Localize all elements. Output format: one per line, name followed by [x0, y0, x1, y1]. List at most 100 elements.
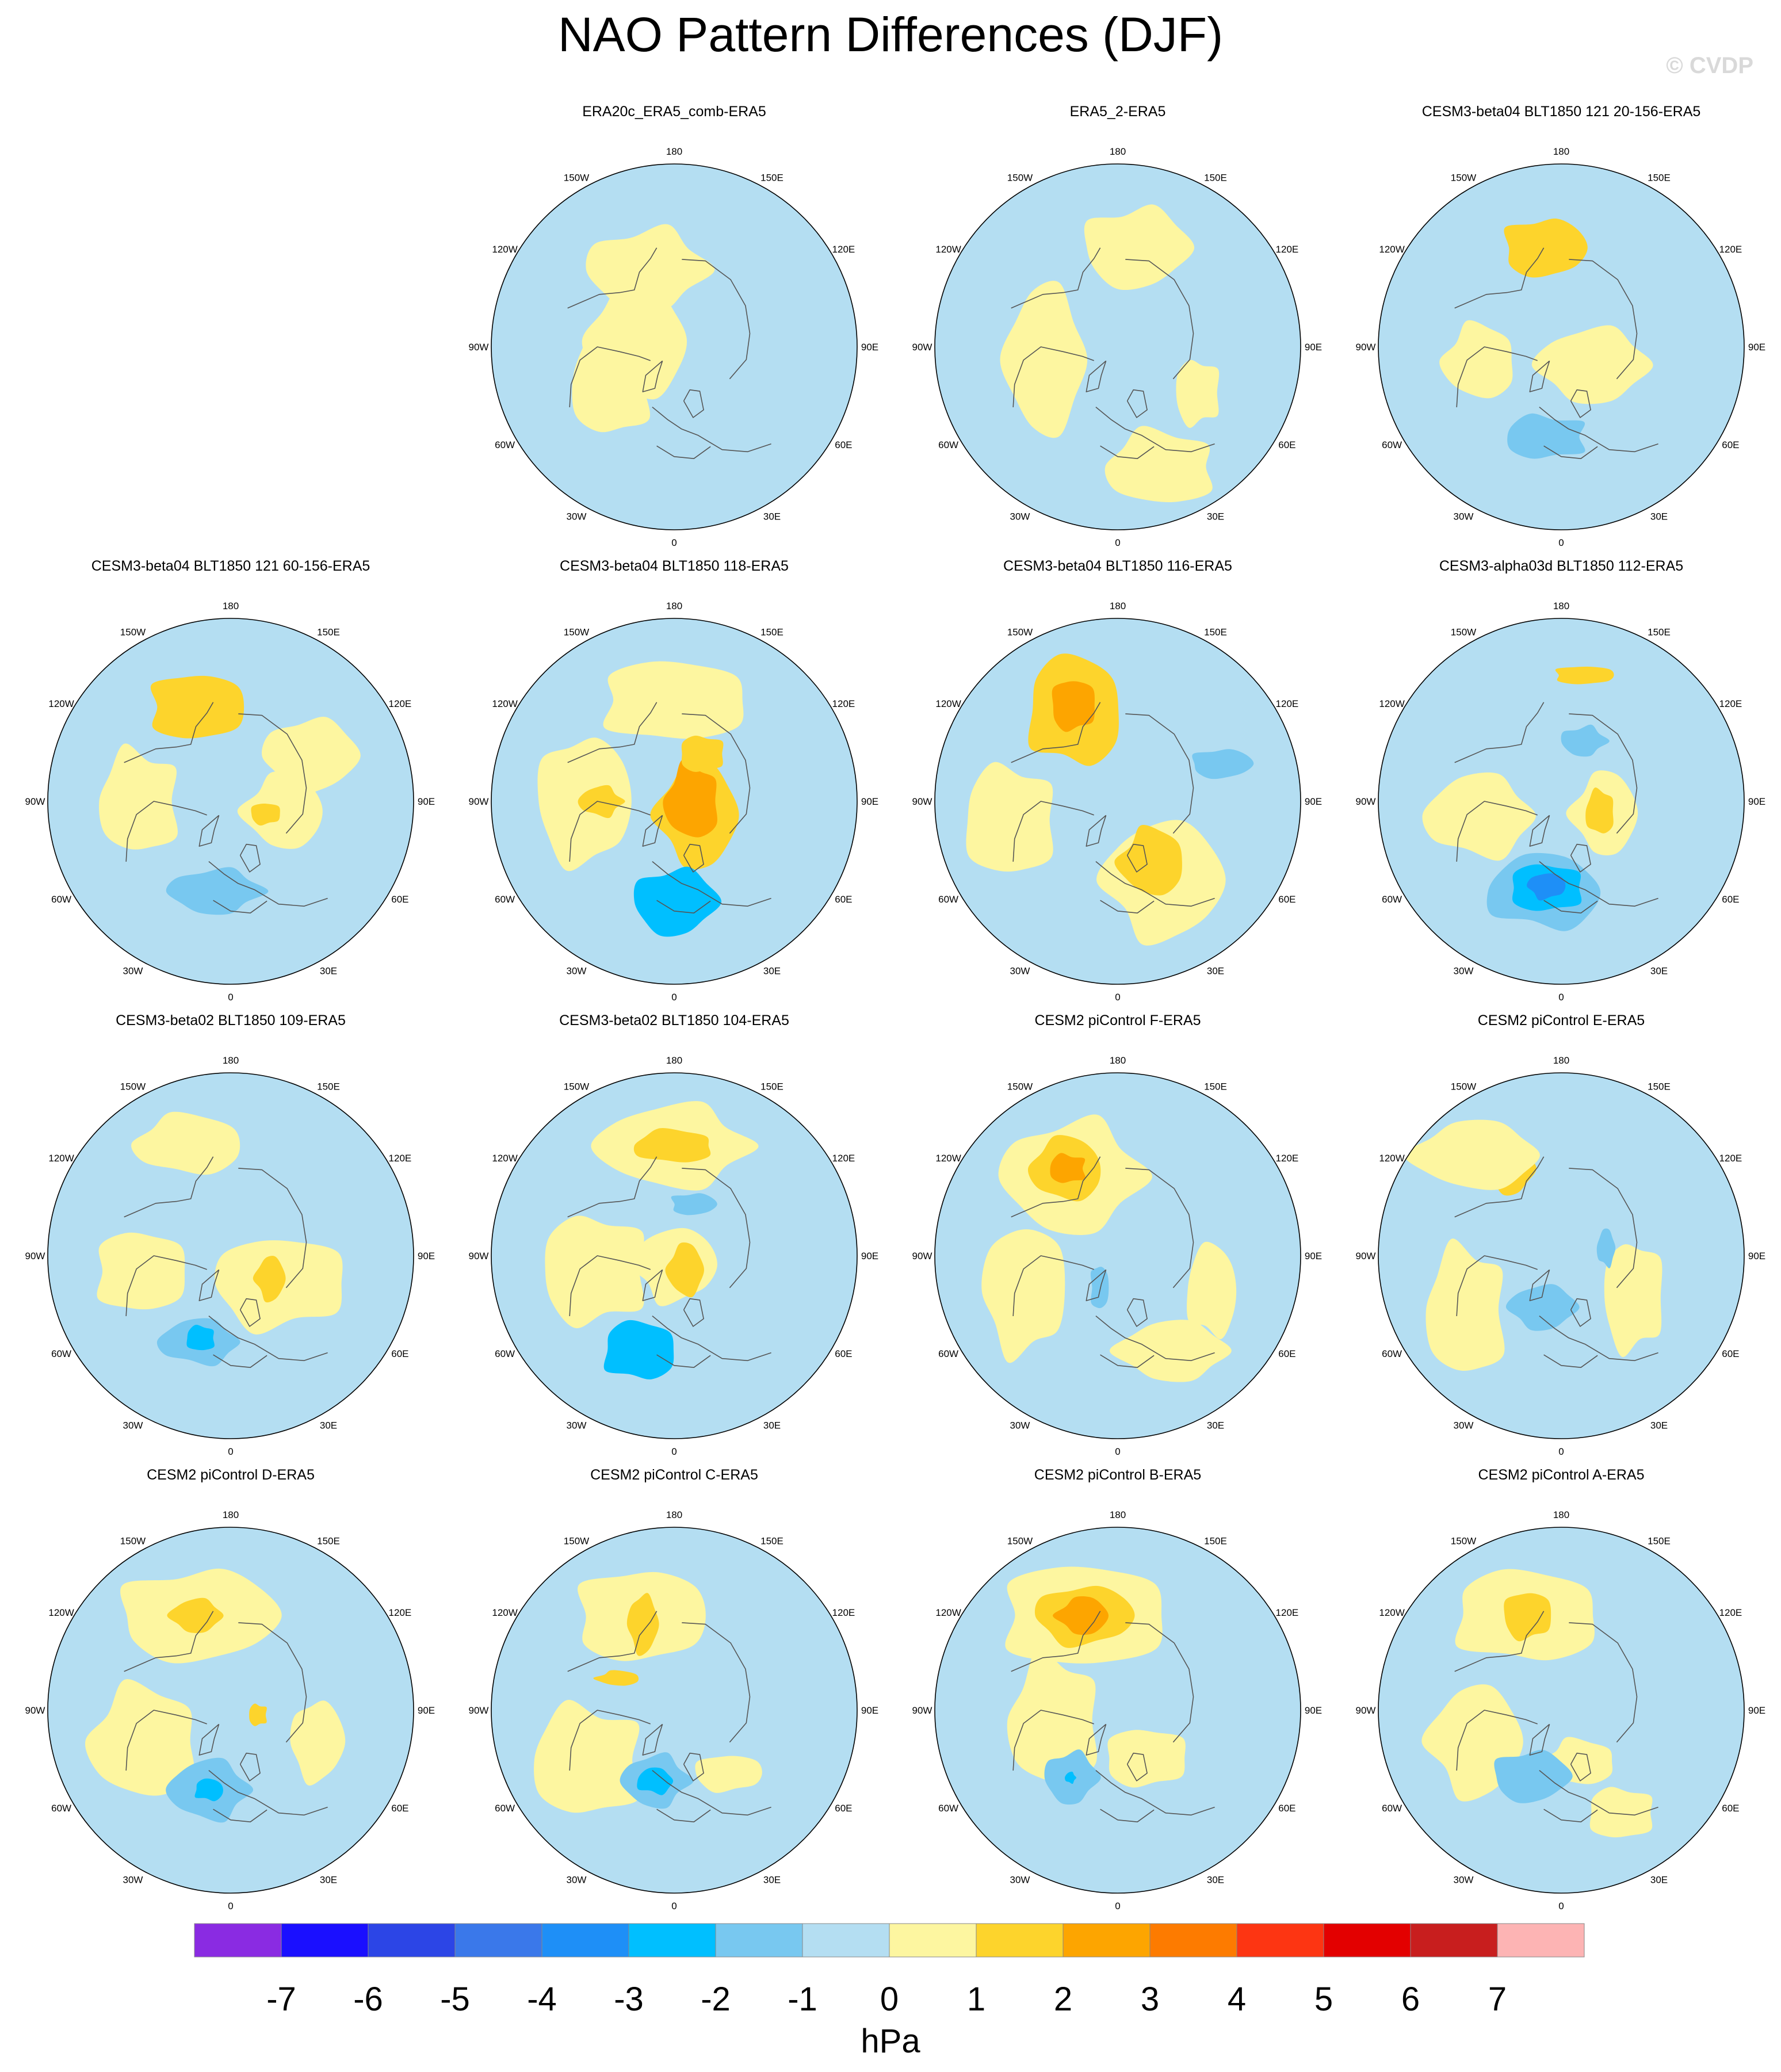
longitude-label: 120W [492, 1607, 517, 1618]
coastline [1126, 1752, 1148, 1782]
coastline [567, 702, 658, 763]
coastline [208, 1769, 328, 1816]
coastline [1570, 1752, 1591, 1782]
contour-region [85, 1679, 194, 1796]
longitude-label: 30E [1207, 1874, 1224, 1885]
contour-region [249, 1703, 267, 1726]
longitude-label: 90E [1748, 1251, 1765, 1261]
coastline [656, 1354, 711, 1368]
coastline [1095, 1315, 1215, 1362]
coastline [238, 1622, 307, 1743]
map-panel: CESM3-beta04 BLT1850 121 20-156-ERA5 180 1… [1339, 104, 1781, 558]
coastline [1570, 1298, 1591, 1327]
longitude-label: 30E [320, 965, 337, 976]
longitude-label: 90W [912, 1705, 932, 1716]
map-panel: CESM2 piControl A-ERA5 180 150E 120E 90E 60E 3… [1339, 1467, 1781, 1921]
coastline [198, 815, 220, 847]
longitude-label: 180 [223, 1055, 239, 1066]
colorbar-tick-label: -2 [701, 1981, 731, 2018]
coastline [652, 1315, 771, 1362]
coastline [198, 1723, 220, 1756]
contour-region [1604, 1244, 1662, 1358]
panel-title: CESM3-alpha03d BLT1850 112-ERA5 [1439, 558, 1684, 574]
longitude-label: 0 [671, 992, 677, 1003]
map-border [1378, 618, 1745, 985]
coastline [642, 815, 663, 847]
longitude-label: 150W [564, 1536, 589, 1547]
coastline [239, 1298, 261, 1327]
contour-region [1425, 1238, 1505, 1371]
contour-region [663, 759, 717, 838]
coastline [682, 1622, 751, 1743]
longitude-label: 150E [760, 627, 784, 638]
longitude-label: 0 [1115, 1901, 1120, 1912]
coastline [213, 900, 267, 913]
longitude-label: 60E [1278, 439, 1295, 450]
colorbar-segment [1497, 1923, 1585, 1958]
longitude-label: 0 [1558, 1446, 1564, 1457]
polar-stereographic-map: 180 150E 120E 90E 60E 30E 0 30W 60W 90W 120W 150W [469, 1509, 879, 1912]
map-border [491, 1072, 858, 1439]
longitude-label: 0 [671, 1901, 677, 1912]
longitude-label: 60W [1382, 1348, 1402, 1359]
coastline [1454, 247, 1545, 309]
longitude-label: 180 [223, 601, 239, 611]
longitude-label: 90E [1748, 342, 1765, 353]
longitude-label: 30W [567, 1874, 587, 1885]
longitude-label: 0 [671, 537, 677, 548]
coastline [124, 702, 214, 763]
longitude-label: 180 [1553, 146, 1569, 157]
map-panel: ERA5_2-ERA5 180 150E 120E 90E 60E 30E 0 30W 60W 90… [896, 104, 1340, 558]
longitude-label: 120E [389, 1607, 412, 1618]
coastline [1011, 247, 1101, 309]
longitude-label: 60E [391, 1803, 408, 1814]
longitude-label: 30W [1454, 511, 1474, 522]
colorbar-tick-label: -1 [788, 1981, 817, 2018]
coastline [1126, 843, 1148, 873]
contour-region [1504, 218, 1588, 278]
coastline [683, 843, 704, 873]
polar-stereographic-map: 180 150E 120E 90E 60E 30E 0 30W 60W 90W 120W 150W [1356, 146, 1766, 548]
contour-region [1527, 873, 1566, 901]
longitude-label: 150E [317, 1081, 340, 1092]
map-panel: CESM3-beta02 BLT1850 109-ERA5 180 150E 120E… [9, 1012, 453, 1467]
longitude-label: 60W [495, 1803, 515, 1814]
coastline [1543, 1354, 1598, 1368]
longitude-label: 90E [1305, 1705, 1322, 1716]
coastline [1569, 713, 1638, 834]
contour-region [97, 1232, 185, 1310]
panel-title: ERA20c_ERA5_comb-ERA5 [582, 104, 766, 120]
contour-region [637, 1767, 674, 1795]
longitude-label: 30E [1650, 1420, 1668, 1431]
contour-region [1000, 281, 1088, 438]
contour-region [1555, 666, 1614, 685]
coastline [208, 861, 328, 907]
longitude-label: 120W [1379, 698, 1404, 709]
panel-title: CESM3-beta04 BLT1850 121 60-156-ERA5 [91, 558, 370, 574]
coastline [567, 1611, 658, 1672]
coastline [125, 1710, 207, 1771]
longitude-label: 30E [1650, 965, 1668, 976]
longitude-label: 30W [1010, 965, 1030, 976]
polar-stereographic-map: 180 150E 120E 90E 60E 30E 0 30W 60W 90W 120W 150W [1356, 1055, 1766, 1457]
longitude-label: 60W [51, 894, 71, 905]
coastline [239, 843, 261, 873]
contour-region [1589, 1787, 1653, 1838]
coastline [1100, 1354, 1155, 1368]
longitude-label: 60W [938, 1803, 958, 1814]
contour-region [665, 1242, 704, 1298]
longitude-label: 0 [1115, 992, 1120, 1003]
longitude-label: 90W [25, 796, 45, 807]
longitude-label: 150E [1648, 173, 1671, 184]
coastline [1529, 815, 1550, 847]
panel-title: CESM2 piControl F-ERA5 [1034, 1012, 1201, 1029]
coastline [213, 1354, 267, 1368]
coastline [683, 1298, 704, 1327]
longitude-label: 120W [48, 1607, 74, 1618]
colorbar-tick-label: 5 [1314, 1981, 1333, 2018]
longitude-label: 90E [861, 342, 878, 353]
coastline [1011, 1611, 1101, 1672]
contour-region [290, 1700, 346, 1786]
longitude-label: 60E [1722, 439, 1739, 450]
longitude-label: 120W [935, 244, 961, 255]
